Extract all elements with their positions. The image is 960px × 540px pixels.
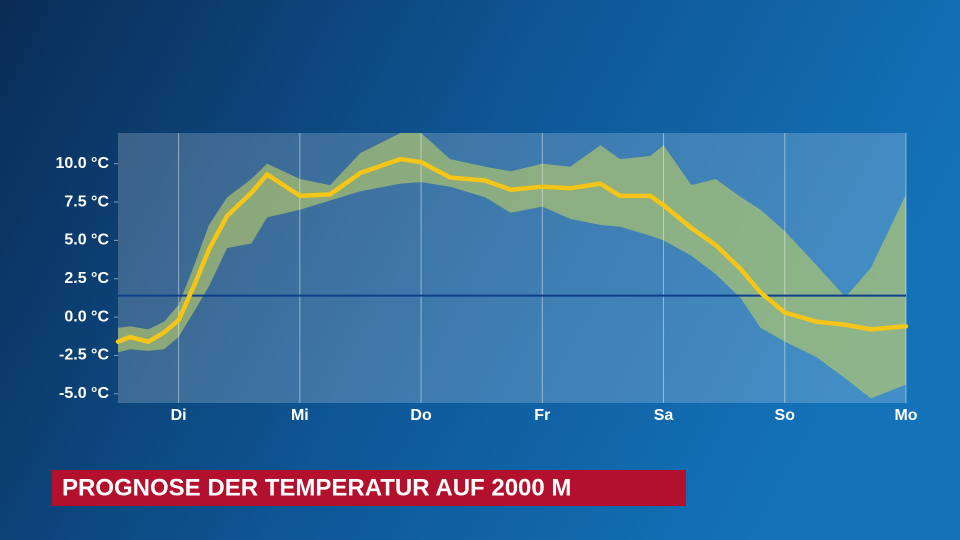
x-tick-label: Fr [534,407,550,424]
y-tick-label: 5.0 °C [64,232,109,249]
temperature-line [115,156,909,344]
x-tick-label: Di [171,407,187,424]
y-tick-label: 10.0 °C [55,155,109,172]
x-tick-label: Do [410,407,432,424]
x-tick-label: Sa [654,407,674,424]
y-tick-label: 2.5 °C [64,270,109,287]
y-tick-label: 7.5 °C [64,193,109,210]
x-tick-label: So [775,407,796,424]
plot-layer: Di Mi Do Fr Sa So Mo -5.0 °C -2.5 °C 0.0 °C 2.5 °C… [55,133,918,424]
x-tick-label: Mo [894,407,917,424]
y-tick-label: -2.5 °C [59,347,109,364]
y-tick-label: 0.0 °C [64,308,109,325]
x-tick-label: Mi [291,407,309,424]
title-box [52,470,686,506]
range-band [118,133,906,399]
y-tick-label: -5.0 °C [59,385,109,402]
chart-title: PROGNOSE DER TEMPERATUR AUF 2000 M [62,474,571,501]
